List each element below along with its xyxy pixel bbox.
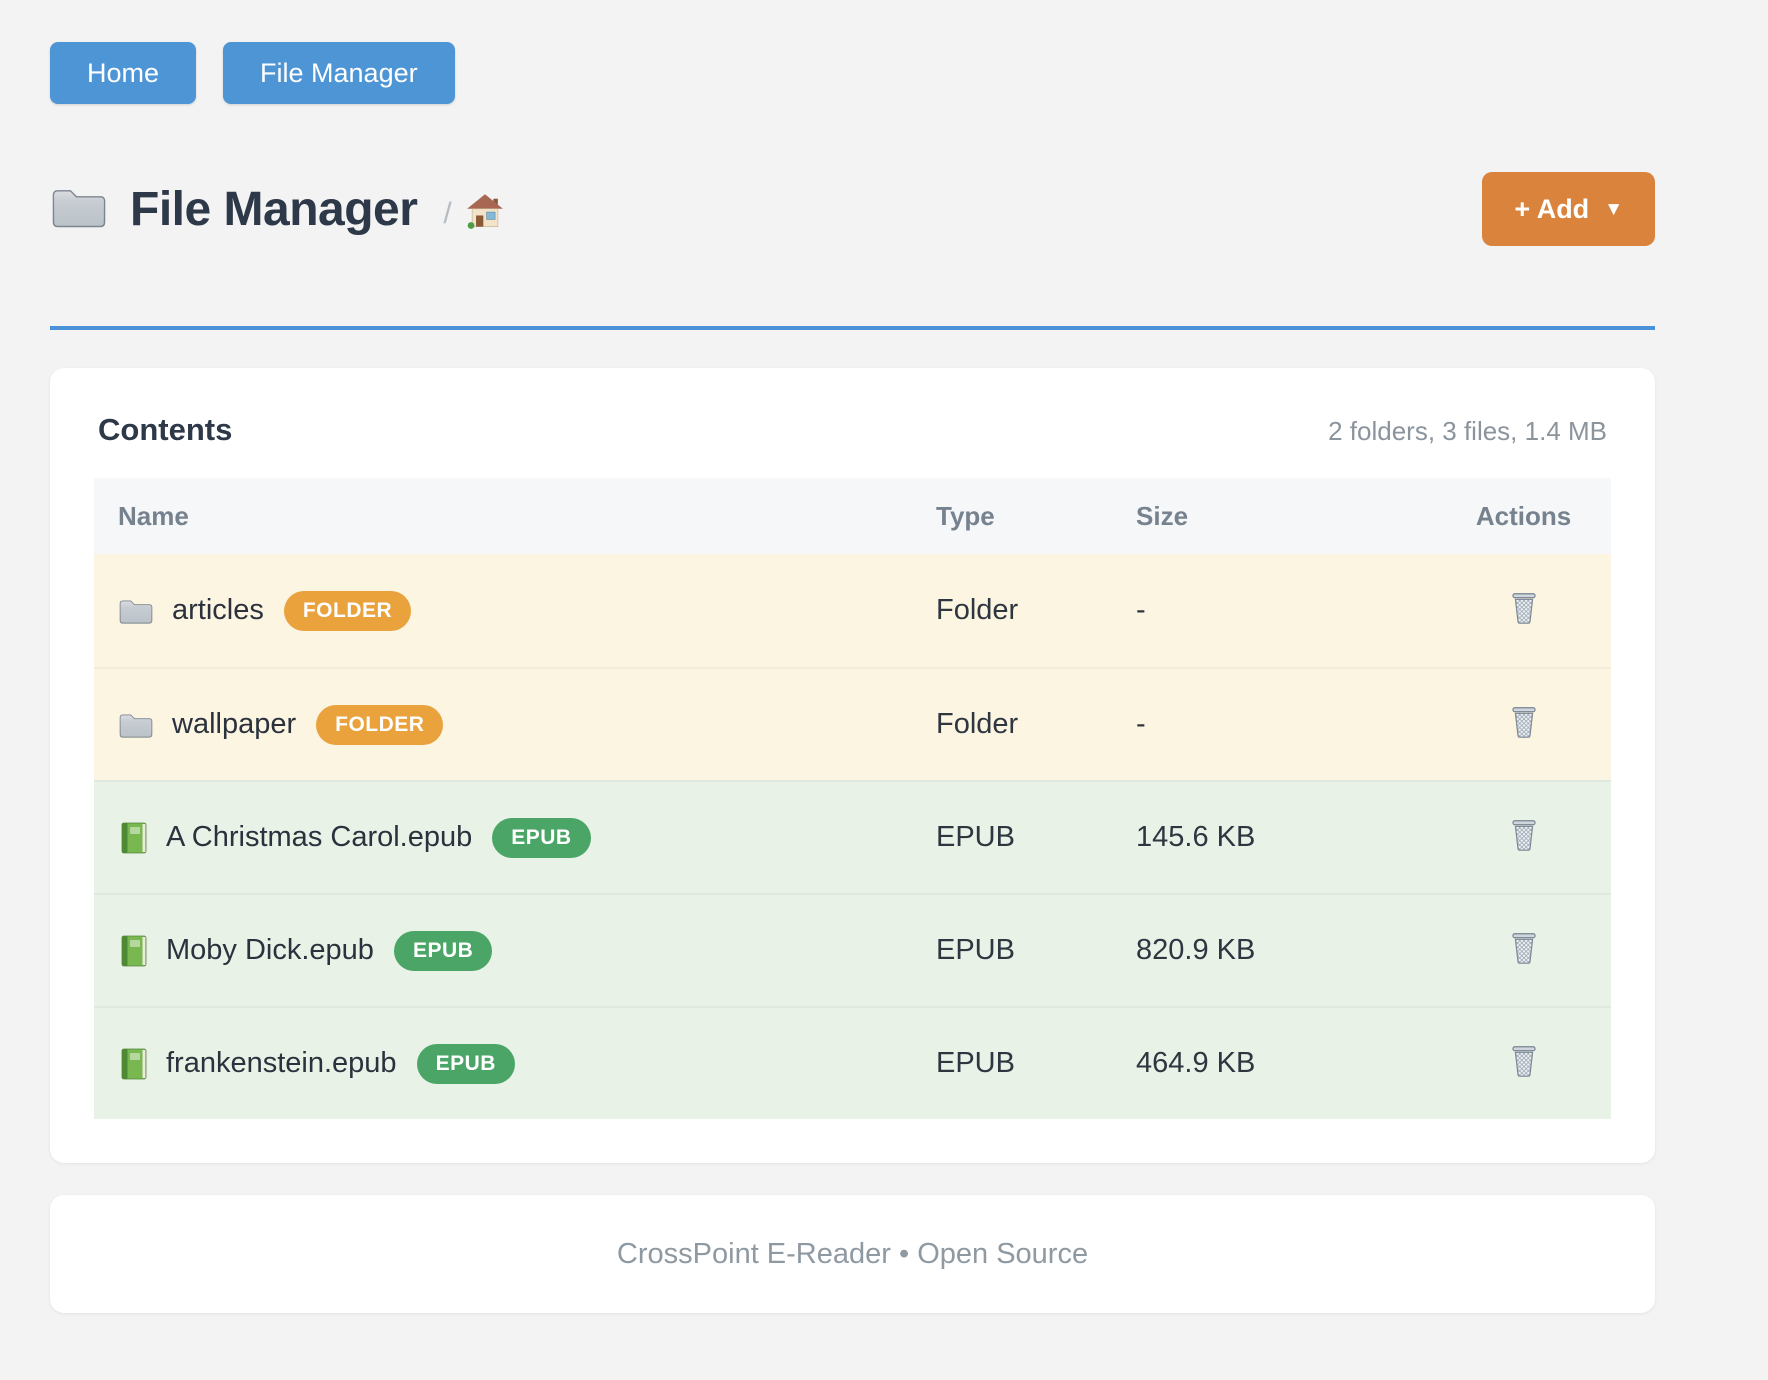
- column-header-type: Type: [936, 500, 995, 531]
- type-badge: FOLDER: [283, 590, 412, 631]
- table-row: articles FOLDER Folder -: [94, 554, 1611, 667]
- top-nav: Home File Manager: [50, 42, 1655, 104]
- column-header-name: Name: [118, 500, 189, 531]
- delete-button[interactable]: [1507, 588, 1541, 628]
- contents-summary: 2 folders, 3 files, 1.4 MB: [1328, 416, 1607, 446]
- file-size: -: [1136, 594, 1146, 626]
- column-header-size: Size: [1136, 500, 1189, 531]
- trash-icon: [1507, 933, 1541, 968]
- footer: CrossPoint E-Reader • Open Source: [50, 1195, 1655, 1313]
- table-row: Moby Dick.epub EPUB EPUB 820.9 KB: [94, 893, 1611, 1006]
- file-size: 464.9 KB: [1136, 1047, 1256, 1079]
- breadcrumb: /: [443, 197, 452, 230]
- delete-button[interactable]: [1507, 928, 1541, 968]
- title-group: File Manager /: [50, 182, 504, 237]
- column-header-actions: Actions: [1475, 500, 1572, 531]
- delete-button[interactable]: [1507, 815, 1541, 855]
- page-header: File Manager / + Add ▼: [50, 170, 1655, 248]
- trash-icon: [1507, 593, 1541, 628]
- trash-icon: [1507, 820, 1541, 855]
- add-button-label: + Add: [1514, 193, 1590, 224]
- file-type: EPUB: [936, 1047, 1015, 1079]
- accent-divider: [50, 326, 1655, 330]
- folder-icon: [118, 596, 154, 626]
- table-row: frankenstein.epub EPUB EPUB 464.9 KB: [94, 1006, 1611, 1119]
- delete-button[interactable]: [1507, 702, 1541, 742]
- file-type: Folder: [936, 708, 1019, 740]
- trash-icon: [1507, 1046, 1541, 1081]
- file-table: Name Type Size Actions articles FOLDER F…: [94, 478, 1611, 1119]
- type-badge: EPUB: [492, 817, 591, 858]
- home-nav-button[interactable]: Home: [50, 42, 197, 104]
- green-book-icon: [118, 934, 148, 968]
- trash-icon: [1507, 707, 1541, 742]
- table-header-row: Name Type Size Actions: [94, 478, 1611, 554]
- delete-button[interactable]: [1507, 1041, 1541, 1081]
- file-manager-nav-button[interactable]: File Manager: [223, 42, 455, 104]
- table-row: wallpaper FOLDER Folder -: [94, 667, 1611, 780]
- contents-heading: Contents: [98, 412, 233, 447]
- page-title: File Manager: [130, 182, 418, 236]
- file-type: EPUB: [936, 934, 1015, 966]
- file-name-link[interactable]: Moby Dick.epub: [166, 934, 374, 966]
- type-badge: FOLDER: [316, 704, 444, 745]
- table-row: A Christmas Carol.epub EPUB EPUB 145.6 K…: [94, 780, 1611, 893]
- add-button[interactable]: + Add ▼: [1482, 172, 1655, 246]
- folder-icon: [118, 710, 154, 740]
- footer-text: CrossPoint E-Reader • Open Source: [616, 1237, 1089, 1270]
- file-size: 145.6 KB: [1136, 821, 1256, 853]
- page: Home File Manager File Manager /: [50, 42, 1655, 1313]
- file-name-link[interactable]: wallpaper: [172, 708, 297, 740]
- file-size: 820.9 KB: [1136, 934, 1256, 966]
- contents-card: Contents 2 folders, 3 files, 1.4 MB Name…: [50, 368, 1655, 1163]
- file-name-link[interactable]: articles: [172, 594, 264, 626]
- file-name-link[interactable]: A Christmas Carol.epub: [166, 821, 473, 853]
- contents-header: Contents 2 folders, 3 files, 1.4 MB: [94, 412, 1611, 448]
- green-book-icon: [118, 821, 148, 855]
- file-type: EPUB: [936, 821, 1015, 853]
- type-badge: EPUB: [416, 1043, 515, 1084]
- chevron-down-icon: ▼: [1604, 199, 1623, 220]
- house-icon[interactable]: [466, 193, 504, 234]
- file-size: -: [1136, 708, 1146, 740]
- file-name-link[interactable]: frankenstein.epub: [166, 1047, 397, 1079]
- folder-icon: [50, 183, 108, 236]
- type-badge: EPUB: [393, 930, 493, 971]
- file-type: Folder: [936, 594, 1019, 626]
- green-book-icon: [118, 1047, 148, 1081]
